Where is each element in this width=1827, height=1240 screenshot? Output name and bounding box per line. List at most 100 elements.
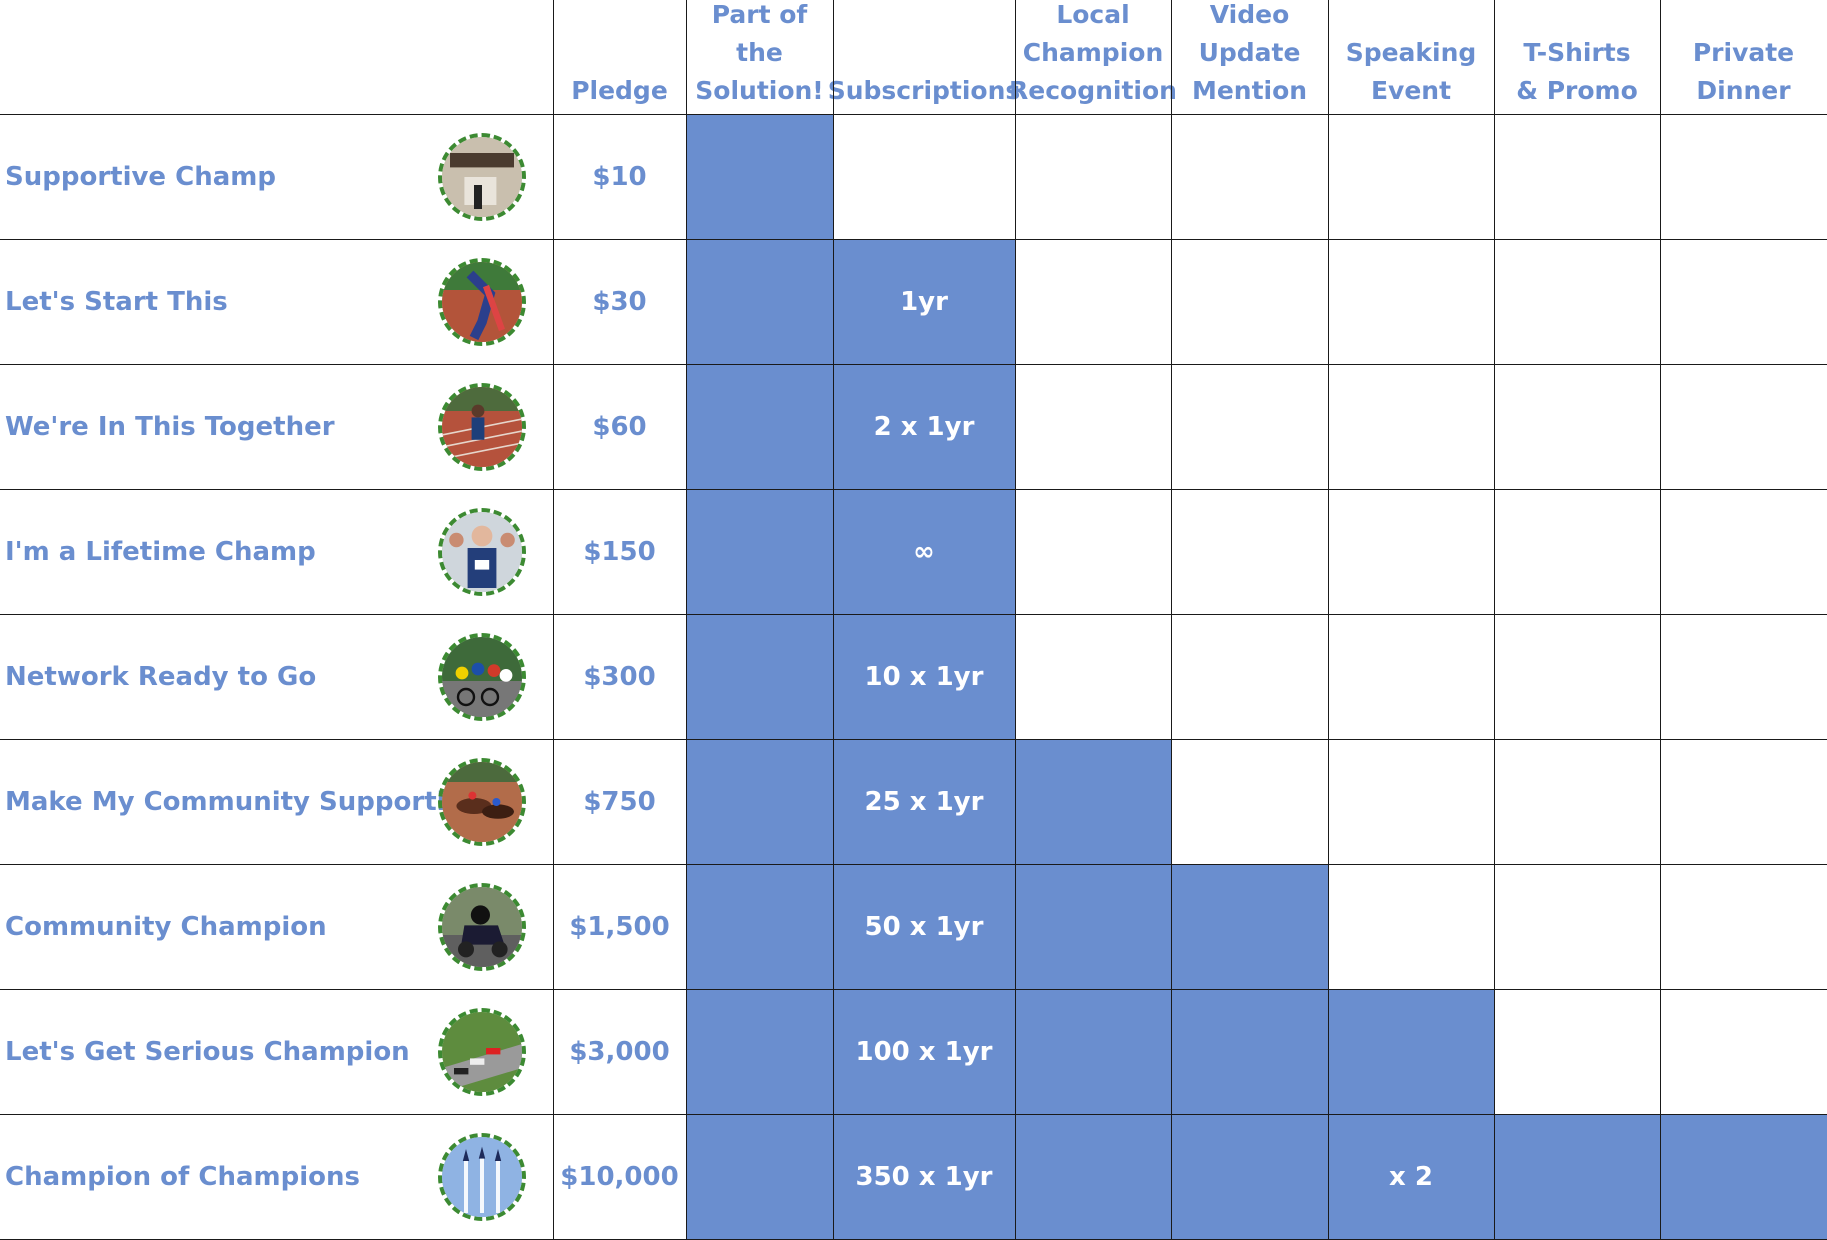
column-header-speaking-event: Speaking Event	[1345, 38, 1477, 105]
tier-name: Let's Get Serious Champion	[5, 1036, 410, 1067]
tier-7-speaking-event-cell	[1328, 864, 1494, 989]
tier-name: Community Champion	[5, 911, 327, 942]
column-divider	[553, 0, 554, 1239]
sprinter-icon	[438, 382, 526, 471]
pledge-amount: $1,500	[569, 911, 670, 942]
protest-crowd-icon	[438, 132, 526, 221]
tier-9-part-of-solution-cell	[686, 1114, 833, 1239]
tier-8-tshirts-promo-cell	[1494, 989, 1660, 1114]
row-divider	[0, 114, 1827, 115]
tier-9-private-dinner-cell	[1660, 1114, 1827, 1239]
tier-9-speaking-event-cell: x 2	[1328, 1114, 1494, 1239]
tier-9-local-recognition-cell	[1015, 1114, 1171, 1239]
marathon-runner-icon	[438, 507, 526, 596]
column-header-subscriptions: Subscriptions	[827, 76, 1021, 105]
tier-4-local-recognition-cell	[1015, 489, 1171, 614]
tier-5-video-mention-cell	[1171, 614, 1328, 739]
tier-5-tshirts-promo-cell	[1494, 614, 1660, 739]
tier-8-subscriptions-cell: 100 x 1yr	[833, 989, 1015, 1114]
tier-4-subscriptions-cell: ∞	[833, 489, 1015, 614]
tier-7-part-of-solution-cell	[686, 864, 833, 989]
tier-4-tshirts-promo-cell	[1494, 489, 1660, 614]
pledge-amount: $60	[592, 411, 647, 442]
column-divider	[686, 0, 687, 1239]
tier-name: Let's Start This	[5, 286, 228, 317]
hurdler-icon	[438, 257, 526, 346]
tier-8-speaking-event-cell	[1328, 989, 1494, 1114]
tier-6-speaking-event-cell	[1328, 739, 1494, 864]
tier-7-subscriptions-cell: 50 x 1yr	[833, 864, 1015, 989]
pledge-amount: $150	[583, 536, 656, 567]
tier-7-private-dinner-cell	[1660, 864, 1827, 989]
horse-race-icon	[438, 757, 526, 846]
tier-1-private-dinner-cell	[1660, 114, 1827, 239]
tier-name: Supportive Champ	[5, 161, 276, 192]
tier-4-speaking-event-cell	[1328, 489, 1494, 614]
tier-6-video-mention-cell	[1171, 739, 1328, 864]
tier-name: Make My Community Supportive	[5, 786, 481, 817]
tier-6-private-dinner-cell	[1660, 739, 1827, 864]
row-divider	[0, 739, 1827, 740]
column-header-private-dinner: Private Dinner	[1692, 38, 1795, 105]
tier-8-local-recognition-cell	[1015, 989, 1171, 1114]
pledge-amount: $30	[592, 286, 647, 317]
column-divider	[1171, 0, 1172, 1239]
tier-8-video-mention-cell	[1171, 989, 1328, 1114]
tier-name: I'm a Lifetime Champ	[5, 536, 316, 567]
tier-2-tshirts-promo-cell	[1494, 239, 1660, 364]
tier-2-private-dinner-cell	[1660, 239, 1827, 364]
race-cars-icon	[438, 1007, 526, 1096]
tier-3-speaking-event-cell	[1328, 364, 1494, 489]
tier-3-part-of-solution-cell	[686, 364, 833, 489]
column-divider	[1328, 0, 1329, 1239]
tier-9-video-mention-cell	[1171, 1114, 1328, 1239]
column-header-tshirts-promo: T-Shirts & Promo	[1516, 38, 1638, 105]
tier-name: Network Ready to Go	[5, 661, 317, 692]
tier-6-subscriptions-cell: 25 x 1yr	[833, 739, 1015, 864]
tier-5-speaking-event-cell	[1328, 614, 1494, 739]
row-divider	[0, 239, 1827, 240]
tier-2-speaking-event-cell	[1328, 239, 1494, 364]
pledge-amount: $750	[583, 786, 656, 817]
tier-9-tshirts-promo-cell	[1494, 1114, 1660, 1239]
column-divider	[833, 0, 834, 1239]
tier-1-subscriptions-cell	[833, 114, 1015, 239]
tier-1-video-mention-cell	[1171, 114, 1328, 239]
tier-3-video-mention-cell	[1171, 364, 1328, 489]
tier-6-local-recognition-cell	[1015, 739, 1171, 864]
tier-3-subscriptions-cell: 2 x 1yr	[833, 364, 1015, 489]
jet-formation-icon	[438, 1132, 526, 1221]
tier-7-video-mention-cell	[1171, 864, 1328, 989]
tier-5-subscriptions-cell: 10 x 1yr	[833, 614, 1015, 739]
row-divider	[0, 989, 1827, 990]
column-divider	[1015, 0, 1016, 1239]
column-header-local-recognition: Local Champion Recognition	[1009, 0, 1177, 105]
tier-6-tshirts-promo-cell	[1494, 739, 1660, 864]
tier-name: We're In This Together	[5, 411, 335, 442]
column-divider	[1660, 0, 1661, 1239]
column-header-pledge: Pledge	[571, 76, 668, 105]
row-divider	[0, 489, 1827, 490]
cycling-peloton-icon	[438, 632, 526, 721]
tier-8-private-dinner-cell	[1660, 989, 1827, 1114]
pledge-amount: $10,000	[560, 1161, 679, 1192]
row-divider	[0, 1114, 1827, 1115]
tier-2-part-of-solution-cell	[686, 239, 833, 364]
tier-9-subscriptions-cell: 350 x 1yr	[833, 1114, 1015, 1239]
tier-8-part-of-solution-cell	[686, 989, 833, 1114]
tier-2-subscriptions-cell: 1yr	[833, 239, 1015, 364]
motorcycle-racer-icon	[438, 882, 526, 971]
column-divider	[1494, 0, 1495, 1239]
tier-6-part-of-solution-cell	[686, 739, 833, 864]
tier-5-private-dinner-cell	[1660, 614, 1827, 739]
tier-2-local-recognition-cell	[1015, 239, 1171, 364]
tier-1-speaking-event-cell	[1328, 114, 1494, 239]
row-divider	[0, 864, 1827, 865]
tier-4-private-dinner-cell	[1660, 489, 1827, 614]
pledge-amount: $10	[592, 161, 647, 192]
tier-1-tshirts-promo-cell	[1494, 114, 1660, 239]
tier-2-video-mention-cell	[1171, 239, 1328, 364]
tier-1-part-of-solution-cell	[686, 114, 833, 239]
tier-1-local-recognition-cell	[1015, 114, 1171, 239]
tier-5-part-of-solution-cell	[686, 614, 833, 739]
